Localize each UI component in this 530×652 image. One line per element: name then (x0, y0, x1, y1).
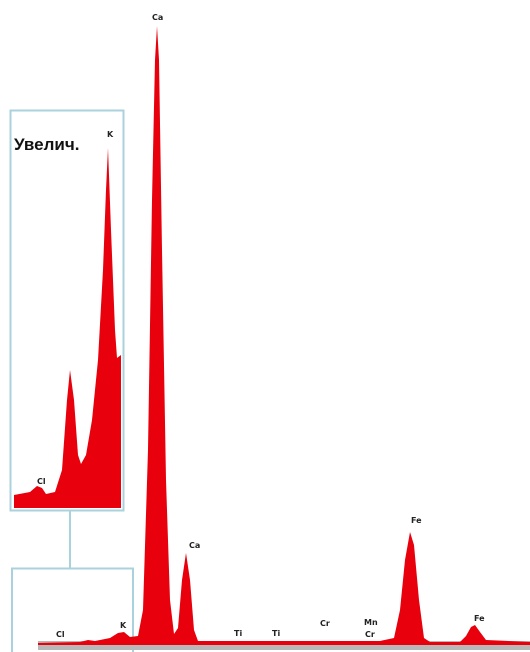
peak-label: Cr (365, 630, 375, 639)
peak-label: K (107, 130, 114, 139)
inset-spectrum (14, 148, 121, 508)
peak-label: Cl (37, 477, 46, 486)
inset-frame (9, 109, 125, 512)
peak-label: Ca (189, 541, 200, 550)
peak-label: Cr (320, 619, 330, 628)
peak-label: Ca (152, 13, 163, 22)
peak-label: Fe (474, 614, 485, 623)
peak-label: Fe (411, 516, 422, 525)
peak-label: K (120, 621, 127, 630)
baseline (38, 641, 530, 650)
zoom-region (11, 567, 134, 652)
inset-title: Увелич. (14, 135, 79, 154)
peak-label: Mn (364, 618, 378, 627)
peak-label: Ti (272, 629, 280, 638)
peak-label: Ti (234, 629, 242, 638)
main-spectrum (38, 26, 530, 645)
peak-label: Cl (56, 630, 65, 639)
